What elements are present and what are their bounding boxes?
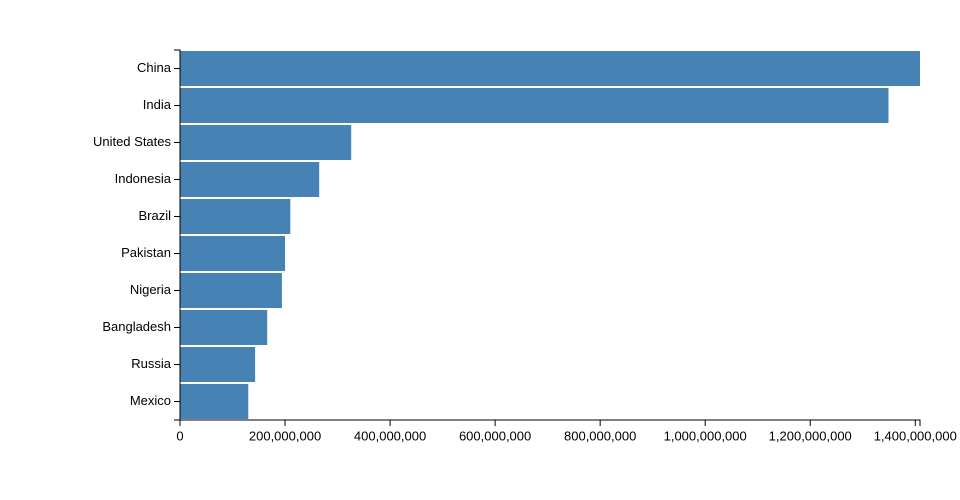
y-tick-label: Russia bbox=[131, 356, 172, 371]
bar bbox=[180, 310, 268, 345]
y-tick-label: United States bbox=[93, 134, 172, 149]
y-tick-label: Pakistan bbox=[121, 245, 171, 260]
x-tick-label: 1,200,000,000 bbox=[769, 428, 852, 443]
x-tick-label: 400,000,000 bbox=[354, 428, 426, 443]
bar bbox=[180, 236, 286, 271]
y-tick-label: Mexico bbox=[130, 393, 171, 408]
bar bbox=[180, 199, 291, 234]
y-tick-label: Brazil bbox=[138, 208, 171, 223]
x-tick-label: 1,400,000,000 bbox=[874, 428, 957, 443]
bar bbox=[180, 125, 352, 160]
y-axis bbox=[174, 49, 181, 421]
bar bbox=[180, 347, 256, 382]
bar bbox=[180, 51, 920, 86]
y-tick-label: China bbox=[137, 60, 172, 75]
y-tick-label: India bbox=[143, 97, 172, 112]
y-tick-label: Nigeria bbox=[130, 282, 172, 297]
bar bbox=[180, 88, 889, 123]
x-tick-label: 1,000,000,000 bbox=[664, 428, 747, 443]
x-axis bbox=[179, 419, 921, 426]
x-tick-label: 800,000,000 bbox=[564, 428, 636, 443]
y-tick-label: Indonesia bbox=[115, 171, 172, 186]
x-tick-label: 200,000,000 bbox=[249, 428, 321, 443]
x-tick-label: 600,000,000 bbox=[459, 428, 531, 443]
bar bbox=[180, 273, 282, 308]
bar bbox=[180, 162, 320, 197]
x-tick-label: 0 bbox=[176, 428, 183, 443]
bar bbox=[180, 384, 249, 419]
y-tick-label: Bangladesh bbox=[102, 319, 171, 334]
